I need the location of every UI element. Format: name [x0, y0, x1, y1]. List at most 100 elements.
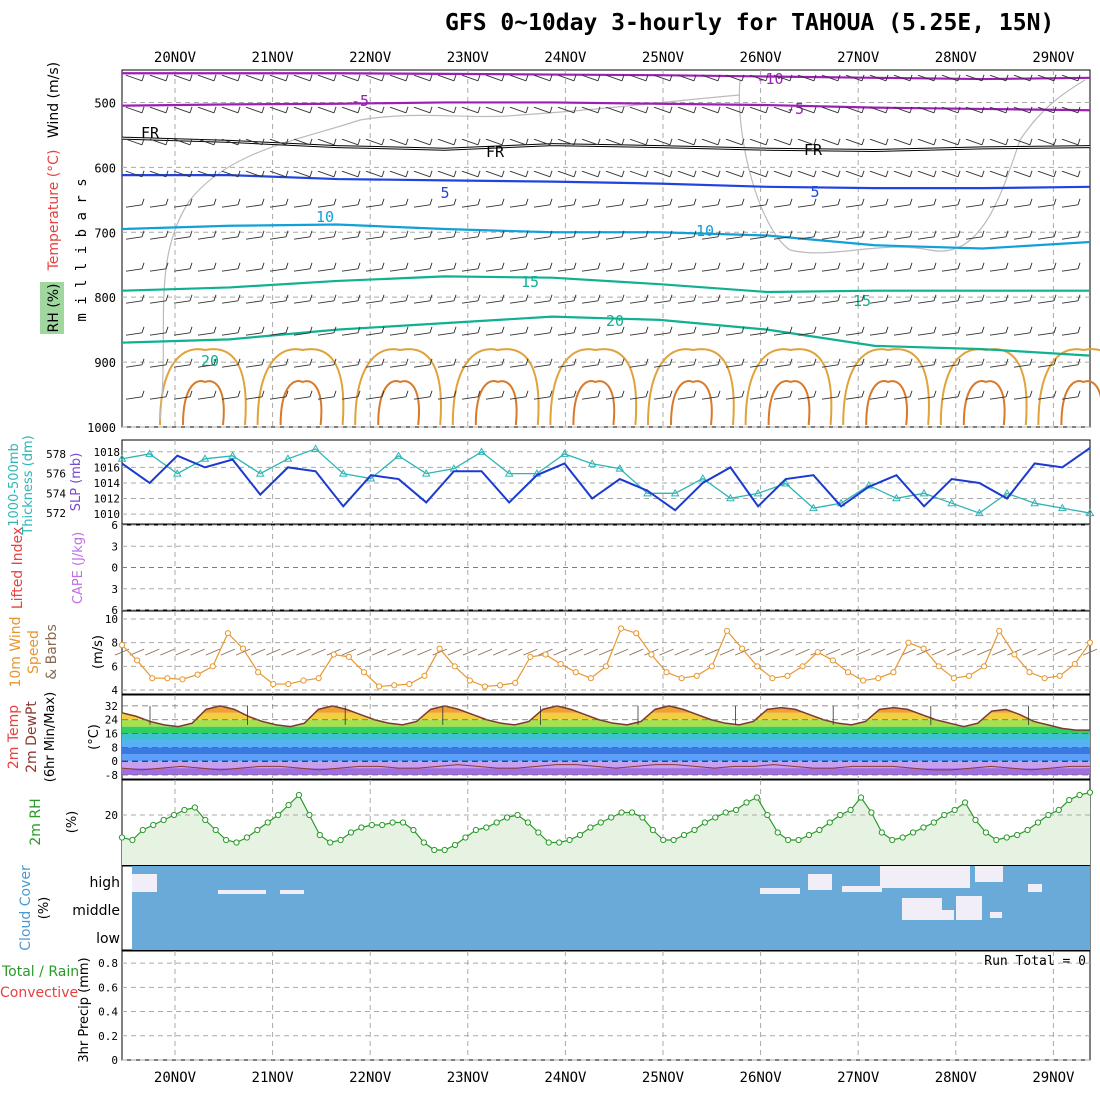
wind-barb — [149, 106, 167, 114]
wind-barb — [365, 138, 383, 146]
wind-barb — [1037, 396, 1055, 400]
wind10-line-marker — [542, 651, 549, 658]
wind-barb-flag — [165, 106, 169, 113]
wind-barb — [365, 236, 383, 240]
wind-barb-flag — [669, 74, 673, 81]
wind-barb-flag — [981, 74, 985, 81]
rh-line-marker — [420, 839, 427, 846]
rh-line-marker — [722, 809, 729, 816]
wind-barb — [989, 300, 1007, 304]
wind-barb — [1037, 364, 1055, 368]
wind-barb — [1013, 268, 1031, 272]
wind-barb — [653, 300, 671, 304]
wind-barb — [557, 396, 575, 400]
isotherm-label: 5 — [810, 183, 819, 201]
wind10-barb — [402, 648, 417, 656]
wind-barb — [125, 300, 143, 304]
wind-barb — [653, 396, 671, 400]
wind-barb-flag — [573, 138, 577, 145]
wind10-line-marker — [209, 663, 216, 670]
wind-barb — [869, 106, 887, 114]
rh-line-marker — [930, 819, 937, 826]
wind-barb — [797, 170, 815, 178]
wind-barb-flag — [405, 390, 409, 397]
wind-barb-flag — [573, 262, 577, 269]
wind-barb — [941, 300, 959, 304]
wind-barb-flag — [525, 170, 529, 177]
wind-barb — [581, 106, 599, 114]
wind-barb — [629, 204, 647, 208]
wind-barb-flag — [501, 326, 505, 333]
wind-barb-flag — [237, 326, 241, 333]
rh-line-marker — [608, 814, 615, 821]
wind-barb — [245, 138, 263, 146]
wind-barb-flag — [957, 294, 961, 301]
wind-barb — [749, 170, 767, 178]
wind-barb — [677, 300, 695, 304]
wind-barb-flag — [789, 106, 793, 113]
wind10-line-marker — [376, 683, 383, 690]
wind-barb — [173, 170, 191, 178]
wind-barb-flag — [261, 138, 265, 145]
wind10-line-marker — [360, 669, 368, 676]
wind-barb — [605, 138, 623, 146]
wind-barb-flag — [813, 262, 817, 269]
wind-barb — [269, 106, 287, 114]
run-total: Run Total = 0 — [984, 954, 1086, 969]
wind-barb-flag — [1029, 138, 1033, 145]
wind-barb-flag — [789, 390, 793, 397]
wind10-line-marker — [1041, 675, 1048, 682]
thickness-line — [121, 448, 1091, 514]
wind-barb-flag — [165, 262, 169, 269]
wind-barb — [533, 236, 551, 240]
isotherm--5 — [121, 101, 1091, 112]
wind-barb — [221, 74, 239, 82]
rh-grey-contour — [159, 94, 741, 421]
wind-barb — [845, 106, 863, 114]
wind-barb-flag — [549, 198, 553, 205]
wind-barb-flag — [549, 74, 553, 81]
temp-band — [122, 754, 1090, 762]
wind-barb — [1013, 106, 1031, 114]
thickness-line-marker — [421, 469, 431, 477]
wind-barb-flag — [645, 326, 649, 333]
wind-barb-flag — [453, 138, 457, 145]
wind-barb — [965, 138, 983, 146]
rh-line-marker — [837, 811, 844, 819]
wind-barb — [413, 268, 431, 272]
wind-barb — [893, 204, 911, 208]
wind-barb-flag — [957, 262, 961, 269]
wind-barb — [677, 170, 695, 178]
wind-barb-flag — [885, 358, 889, 365]
wind-barb-flag — [957, 390, 961, 397]
wind-barb — [821, 300, 839, 304]
wind10-barb — [901, 648, 916, 656]
wind-barb — [773, 204, 791, 208]
rh-line-marker — [222, 836, 230, 844]
thickness-line-marker — [809, 503, 818, 512]
wind-barb-flag — [621, 390, 625, 397]
wind-barb-flag — [285, 358, 289, 365]
axis-label-precip: 3hr Precip (mm) — [77, 957, 92, 1062]
wind-barb — [989, 268, 1007, 272]
wind10-line-marker — [239, 645, 247, 652]
rh-line-marker — [712, 814, 719, 821]
cloud-cell — [880, 866, 970, 888]
wind-barb — [677, 268, 695, 272]
wind-barb-flag — [693, 230, 697, 237]
wind-barb-flag — [1029, 170, 1033, 177]
wind-barb — [461, 170, 479, 178]
wind-barb — [221, 396, 239, 400]
wind-barb-flag — [741, 262, 745, 269]
wind10-barb — [704, 648, 720, 656]
date-label-top: 20NOV — [154, 50, 197, 66]
wind-barb — [1037, 236, 1055, 240]
wind-barb-flag — [885, 106, 889, 113]
wind-barb-flag — [741, 326, 745, 333]
wind-barb-flag — [453, 390, 457, 397]
wind-barb — [437, 332, 455, 336]
wind-barb-flag — [453, 198, 457, 205]
wind-barb — [917, 170, 935, 178]
wind-barb — [869, 332, 887, 336]
wind-barb — [677, 364, 695, 368]
